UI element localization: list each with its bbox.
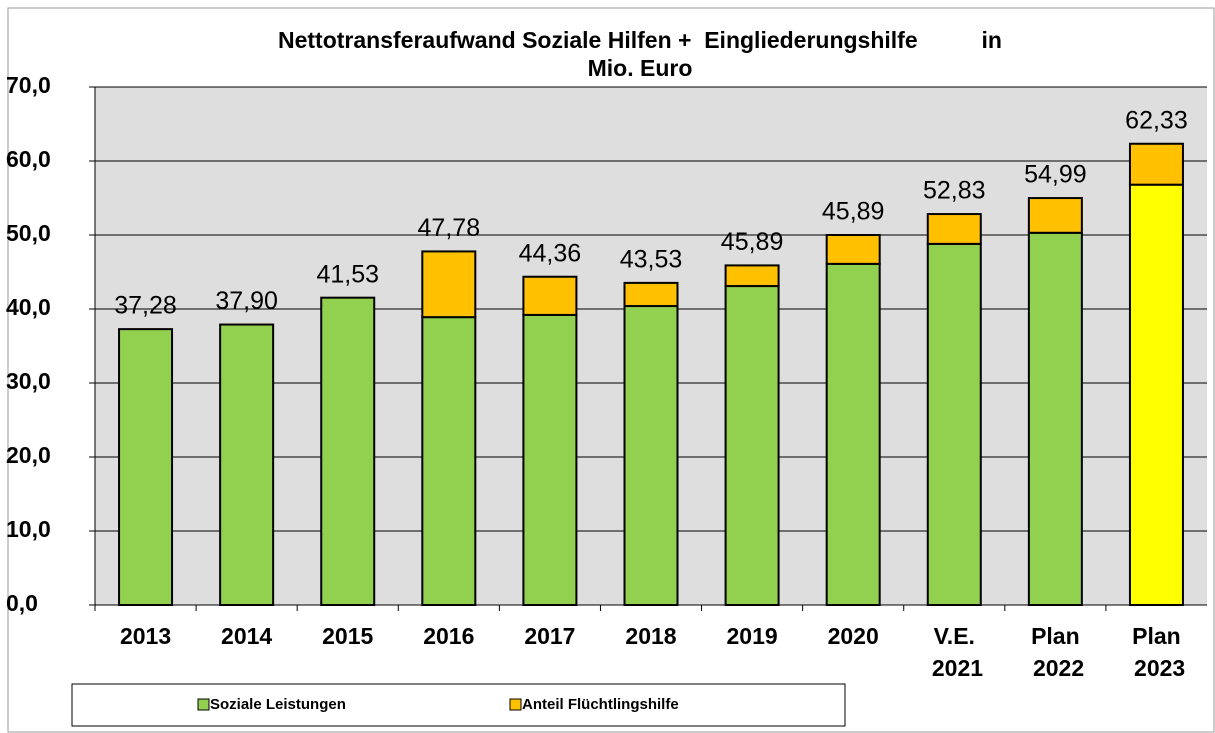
legend-label: Anteil Flüchtlingshilfe [522,696,679,713]
x-tick-label: 2015 [322,623,373,649]
bar-segment [421,250,477,319]
x-tick-label: 2018 [625,623,676,649]
total-label: 37,28 [114,292,177,320]
total-label: 45,89 [822,198,885,226]
y-tick-label: 40,0 [6,294,51,320]
x-tick-label: 2020 [828,623,879,649]
bar-segment [1027,197,1083,234]
bar-segment [522,313,578,606]
total-label: 44,36 [519,239,582,267]
x-tick-label-line: 2021 [925,655,983,681]
y-tick-label: 10,0 [6,516,51,542]
x-tick-label: Plan 2022 [1027,623,1085,681]
y-tick-label: 70,0 [6,72,51,98]
y-tick-label: 30,0 [6,368,51,394]
bar-segment [421,316,477,606]
x-tick-label: 2017 [524,623,575,649]
x-tick-label: 2014 [221,623,272,649]
total-label: 47,78 [418,214,481,242]
bar-segment [724,264,780,288]
chart-title: Mio. Euro [588,55,693,81]
total-label: 41,53 [316,260,379,288]
total-label: 52,83 [923,177,986,205]
total-label: 45,89 [721,228,784,256]
legend-label: Soziale Leistungen [210,696,346,713]
bar-segment [623,305,679,606]
x-tick-label: Plan 2023 [1128,623,1186,681]
bar-segment [118,328,174,606]
y-tick-label: 50,0 [6,220,51,246]
y-tick-label: 20,0 [6,442,51,468]
bar-segment [219,323,275,606]
x-tick-label: 2013 [120,623,171,649]
bar-segment [1128,142,1184,186]
bar-segment [1027,231,1083,606]
x-tick-label-line: 2022 [1027,655,1085,681]
x-tick-label: V.E. 2021 [925,623,983,681]
y-tick-label: 0,0 [6,590,38,616]
bar-segment [825,234,881,265]
bar-segment [926,242,982,606]
legend-box [71,683,846,727]
x-tick-label-line: V.E. [934,623,975,649]
legend-swatch [509,698,522,711]
x-tick-label-line: 2023 [1128,655,1186,681]
chart-title: Nettotransferaufwand Soziale Hilfen + Ei… [278,27,1002,53]
y-tick-label: 60,0 [6,146,51,172]
total-label: 62,33 [1125,106,1188,134]
x-tick-label-line: Plan [1031,623,1080,649]
x-tick-label-line: Plan [1132,623,1181,649]
bar-segment [724,285,780,606]
bar-segment [1128,183,1184,606]
bar-segment [623,281,679,308]
bar-segment [825,262,881,606]
bar-segment [320,296,376,606]
total-label: 37,90 [215,287,278,315]
bar-segment [926,213,982,245]
legend-swatch [197,698,210,711]
x-tick-label: 2019 [727,623,778,649]
x-tick-label: 2016 [423,623,474,649]
total-label: 54,99 [1024,161,1087,189]
total-label: 43,53 [620,245,683,273]
bar-segment [522,275,578,316]
